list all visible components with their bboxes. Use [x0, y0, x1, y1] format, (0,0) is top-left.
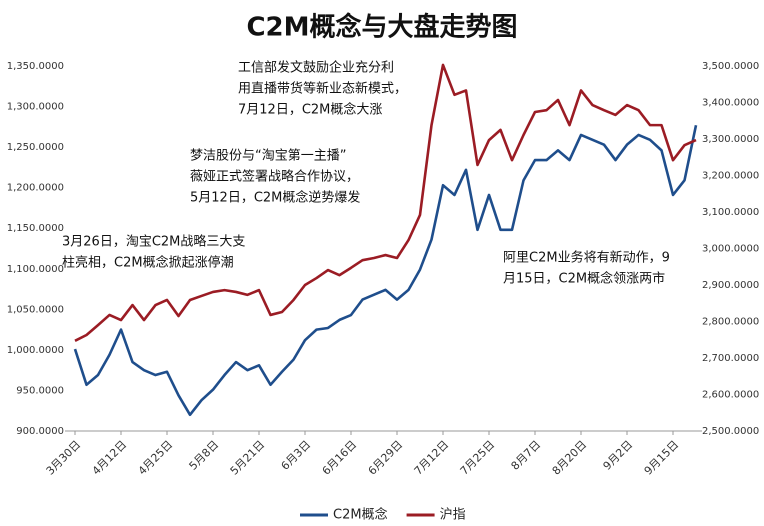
y-tick-label: 1,050.0000: [7, 304, 64, 315]
x-tick-label: 6月29日: [366, 438, 406, 478]
x-tick-label: 7月25日: [458, 438, 498, 478]
x-tick-label: 8月7日: [509, 438, 544, 473]
x-tick-label: 9月2日: [601, 438, 636, 473]
y2-tick-label: 3,100.0000: [702, 207, 759, 218]
legend-label: C2M概念: [333, 507, 388, 523]
annotation: 柱亮相，C2M概念掀起涨停潮: [62, 255, 234, 271]
y-tick-label: 1,000.0000: [7, 345, 64, 356]
y2-tick-label: 2,900.0000: [702, 280, 759, 291]
annotation: 工信部发文鼓励企业充分利: [238, 60, 394, 76]
series-line: [73, 124, 698, 417]
x-tick-label: 8月20日: [550, 438, 590, 478]
x-tick-label: 7月12日: [412, 438, 452, 478]
x-tick-label: 5月8日: [187, 438, 222, 473]
x-tick-label: 5月21日: [228, 438, 268, 478]
annotation: 薇娅正式签署战略合作协议，: [190, 169, 359, 185]
y-tick-label: 1,100.0000: [7, 264, 64, 275]
y2-tick-label: 3,500.0000: [702, 61, 759, 72]
x-tick-label: 9月15日: [642, 438, 682, 478]
y2-tick-label: 3,200.0000: [702, 171, 759, 182]
y2-tick-label: 3,400.0000: [702, 98, 759, 109]
y-tick-label: 950.0000: [16, 385, 64, 396]
y2-tick-label: 2,800.0000: [702, 317, 759, 328]
y-tick-label: 1,250.0000: [7, 142, 64, 153]
annotation: 月15日，C2M概念领涨两市: [503, 271, 665, 287]
annotation: 5月12日，C2M概念逆势爆发: [190, 190, 360, 206]
annotation: 用直播带货等新业态新模式，: [238, 81, 407, 97]
annotation: 7月12日，C2M概念大涨: [238, 102, 382, 118]
series-line: [74, 63, 697, 343]
x-tick-label: 6月16日: [320, 438, 360, 478]
y2-tick-label: 3,300.0000: [702, 134, 759, 145]
y-tick-label: 1,200.0000: [7, 183, 64, 194]
y2-tick-label: 2,600.0000: [702, 390, 759, 401]
annotation: 3月26日，淘宝C2M战略三大支: [62, 234, 245, 250]
y-tick-label: 1,350.0000: [7, 61, 64, 72]
y-tick-label: 1,150.0000: [7, 223, 64, 234]
x-tick-label: 3月30日: [44, 438, 84, 478]
y-tick-label: 900.0000: [16, 426, 64, 437]
y-tick-label: 1,300.0000: [7, 102, 64, 113]
annotation: 阿里C2M业务将有新动作，9: [503, 250, 670, 266]
y2-tick-label: 2,700.0000: [702, 353, 759, 364]
x-tick-label: 4月25日: [136, 438, 176, 478]
chart-title: C2M概念与大盘走势图: [246, 12, 517, 43]
y2-tick-label: 2,500.0000: [702, 426, 759, 437]
x-tick-label: 4月12日: [90, 438, 130, 478]
legend-label: 沪指: [440, 507, 466, 523]
x-tick-label: 6月3日: [279, 438, 314, 473]
y2-tick-label: 3,000.0000: [702, 244, 759, 255]
annotation: 梦洁股份与“淘宝第一主播”: [190, 149, 346, 164]
